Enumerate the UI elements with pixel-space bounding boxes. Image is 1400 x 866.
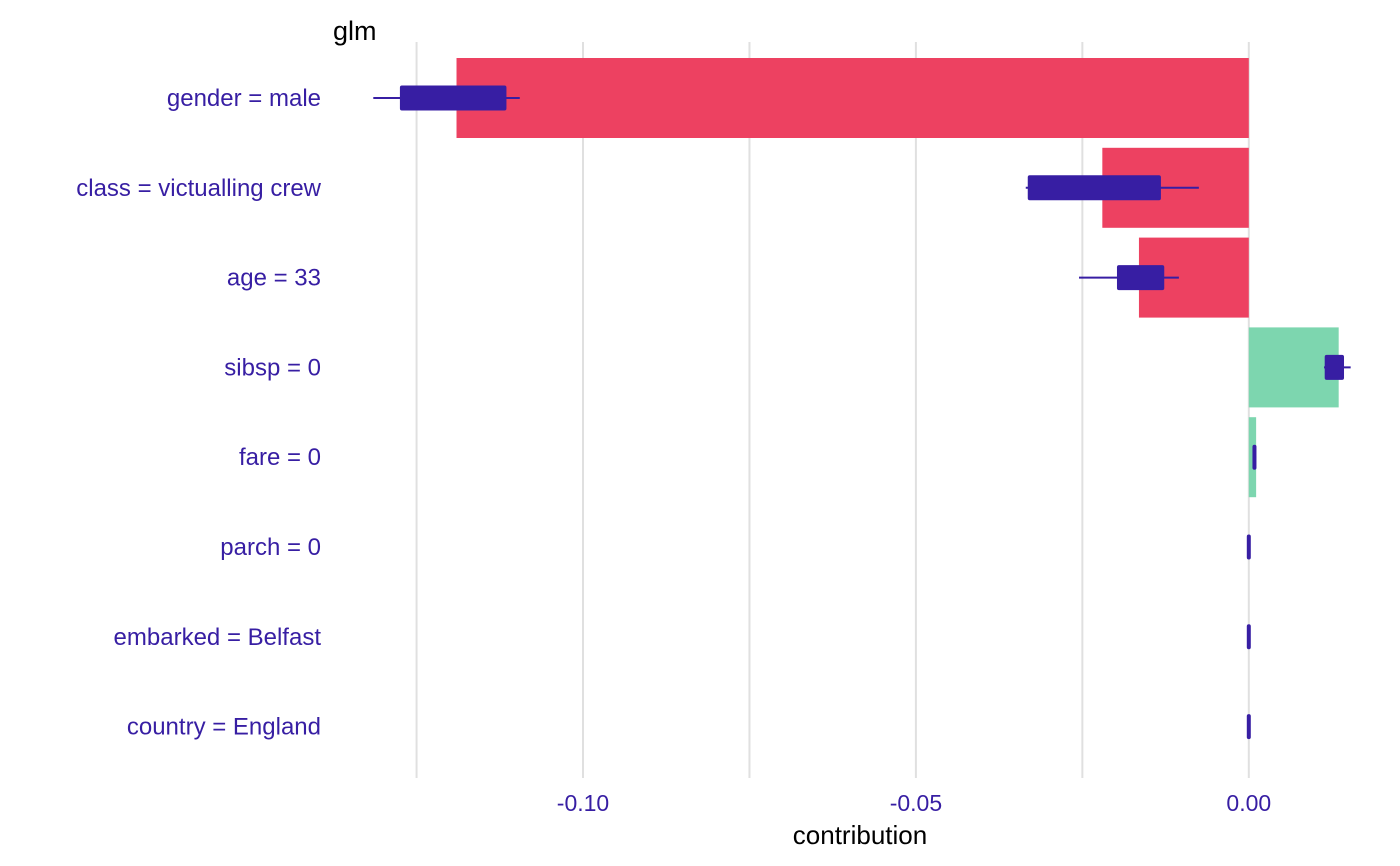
boxplot	[1025, 175, 1199, 201]
boxplot-box	[1116, 265, 1165, 291]
boxplot	[1246, 534, 1251, 560]
boxplot-box	[1324, 354, 1345, 380]
boxplot-layer	[373, 85, 1351, 740]
x-tick-label: 0.00	[1226, 790, 1271, 816]
y-category-label: embarked = Belfast	[114, 624, 322, 651]
y-axis-labels: gender = male class = victualling crew age…	[76, 85, 321, 741]
bar	[1248, 327, 1339, 408]
boxplot	[373, 85, 520, 111]
y-category-label: gender = male	[167, 85, 321, 112]
x-tick-label: -0.05	[890, 790, 942, 816]
boxplot-box	[399, 85, 507, 111]
bar	[456, 58, 1249, 138]
boxplot-box	[1252, 444, 1257, 470]
y-category-label: country = England	[127, 714, 321, 741]
boxplot-box	[1246, 624, 1251, 650]
x-axis-tick-labels: -0.10 -0.05 0.00	[557, 790, 1271, 816]
boxplot-box	[1246, 534, 1251, 560]
bars-layer	[456, 58, 1339, 498]
y-category-label: parch = 0	[220, 534, 321, 561]
x-tick-label: -0.10	[557, 790, 609, 816]
y-category-label: sibsp = 0	[224, 354, 321, 381]
boxplot	[1246, 624, 1251, 650]
y-category-label: fare = 0	[239, 444, 321, 471]
y-category-label: class = victualling crew	[76, 175, 321, 202]
boxplot	[1252, 444, 1257, 470]
x-axis-title: contribution	[793, 820, 927, 850]
y-category-label: age = 33	[227, 265, 321, 292]
boxplot	[1079, 265, 1179, 291]
boxplot-box	[1027, 175, 1161, 201]
boxplot	[1246, 714, 1251, 740]
chart-title: glm	[333, 16, 377, 46]
boxplot-box	[1246, 714, 1251, 740]
boxplot	[1324, 354, 1351, 380]
